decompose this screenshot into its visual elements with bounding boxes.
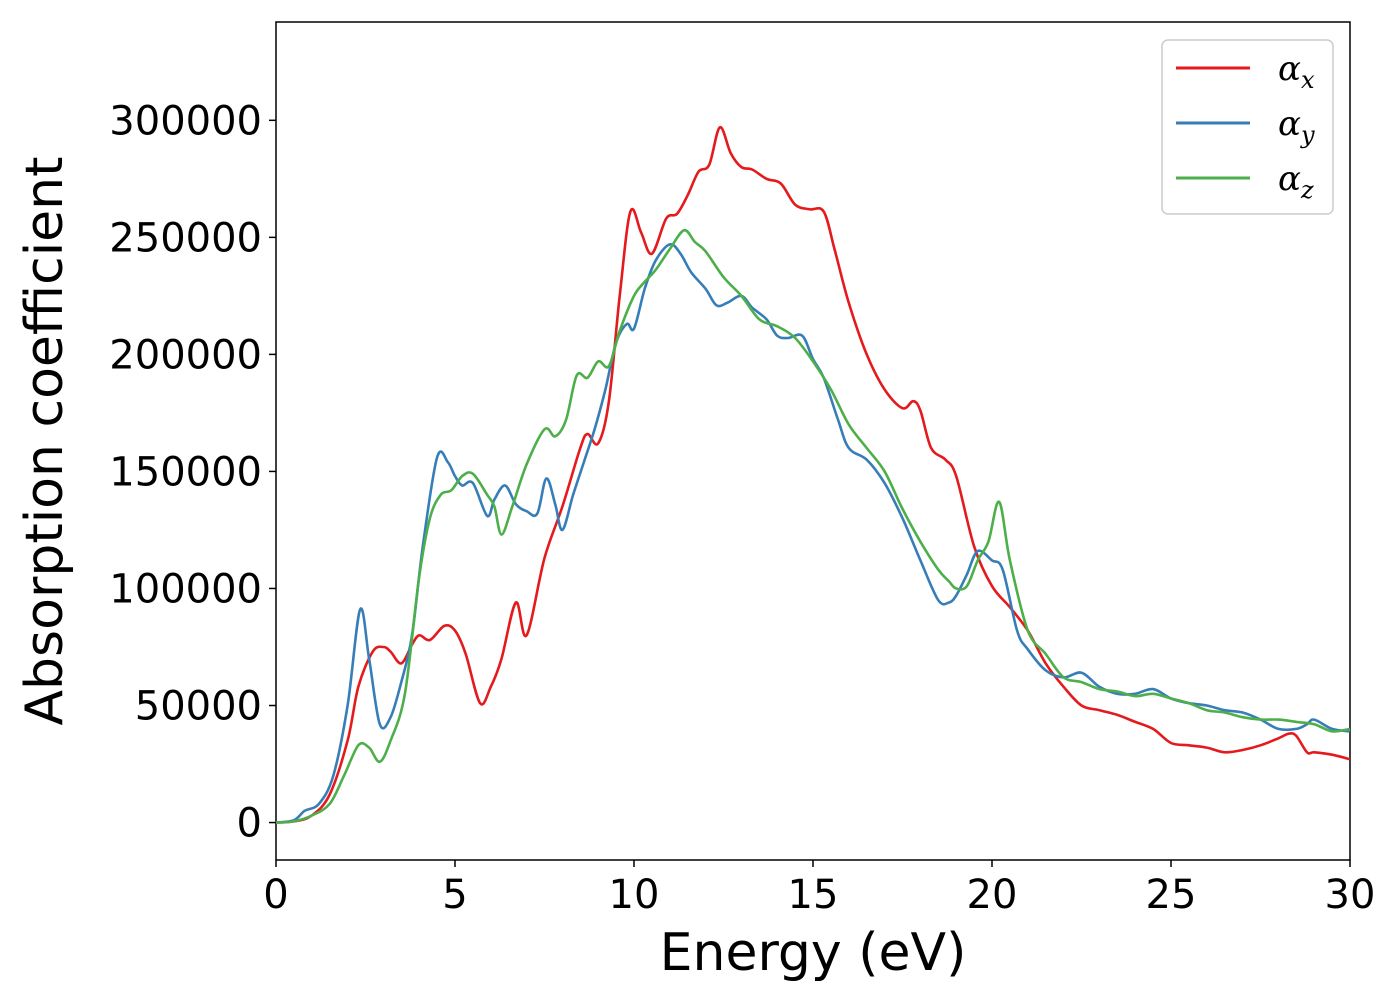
legend-frame — [1161, 39, 1334, 215]
y-axis: 0 50000 100000 150000 200000 250000 300000 — [109, 98, 276, 847]
y-axis-label: Absorption coefficient — [15, 156, 75, 725]
series-layer — [275, 125, 1351, 824]
y-tick-label: 100000 — [109, 566, 262, 612]
legend-label-z: αz — [1278, 159, 1314, 204]
y-tick-label: 0 — [237, 801, 262, 847]
x-axis-label: Energy (eV) — [660, 923, 967, 983]
series-line-z — [275, 228, 1351, 824]
y-tick-label: 300000 — [109, 98, 262, 144]
x-tick-label: 20 — [967, 872, 1018, 918]
y-tick-label: 250000 — [109, 215, 262, 261]
x-tick-label: 15 — [788, 872, 839, 918]
x-axis: 0 5 10 15 20 25 30 — [263, 860, 1375, 918]
legend-label-x: αx — [1278, 49, 1315, 94]
y-tick-label: 200000 — [109, 332, 262, 378]
x-tick-label: 10 — [609, 872, 660, 918]
legend: αx αy αz — [1161, 39, 1334, 215]
series-line-y — [275, 242, 1351, 824]
x-tick-label: 25 — [1146, 872, 1197, 918]
legend-label-y: αy — [1278, 104, 1315, 149]
y-tick-label: 50000 — [135, 684, 262, 730]
x-tick-label: 0 — [263, 872, 288, 918]
y-tick-label: 150000 — [109, 449, 262, 495]
x-tick-label: 5 — [442, 872, 467, 918]
x-tick-label: 30 — [1325, 872, 1376, 918]
series-line-x — [275, 125, 1351, 824]
